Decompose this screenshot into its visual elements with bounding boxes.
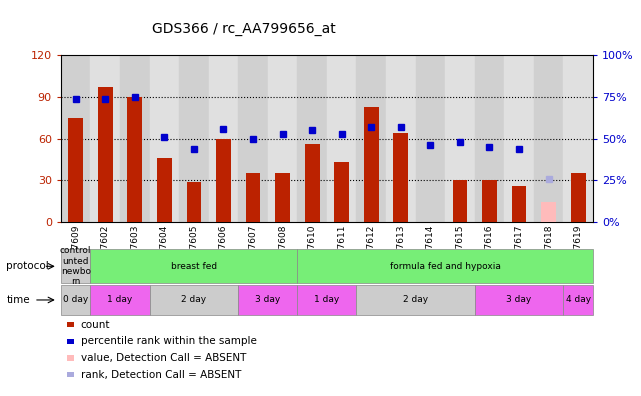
Bar (238, 285, 297, 315)
Bar (453, 180, 467, 222)
Bar (238, 55, 268, 222)
Bar (364, 107, 379, 222)
Bar (512, 186, 526, 222)
Text: formula fed and hypoxia: formula fed and hypoxia (390, 262, 501, 271)
Bar (415, 55, 445, 222)
Bar (570, 173, 585, 222)
Text: 1 day: 1 day (108, 295, 133, 305)
Bar (90, 285, 149, 315)
Bar (356, 285, 475, 315)
Text: value, Detection Call = ABSENT: value, Detection Call = ABSENT (81, 353, 246, 363)
Bar (394, 133, 408, 222)
Bar (61, 285, 90, 315)
Bar (149, 55, 179, 222)
Text: breast fed: breast fed (171, 262, 217, 271)
Bar (246, 173, 260, 222)
Text: 4 day: 4 day (565, 295, 591, 305)
Bar (563, 55, 593, 222)
Bar (475, 285, 563, 315)
Bar (216, 139, 231, 222)
Bar (475, 55, 504, 222)
Text: 0 day: 0 day (63, 295, 88, 305)
Bar (157, 158, 172, 222)
Text: 3 day: 3 day (506, 295, 531, 305)
Bar (128, 97, 142, 222)
Bar (541, 202, 556, 222)
Bar (187, 181, 201, 222)
Text: 2 day: 2 day (181, 295, 206, 305)
Bar (356, 55, 386, 222)
Bar (90, 249, 297, 283)
Bar (90, 55, 120, 222)
Bar (304, 144, 319, 222)
Text: 3 day: 3 day (255, 295, 280, 305)
Bar (149, 285, 238, 315)
Bar (209, 55, 238, 222)
Bar (69, 118, 83, 222)
Text: 2 day: 2 day (403, 295, 428, 305)
Bar (98, 87, 113, 222)
Bar (297, 285, 356, 315)
Bar (179, 55, 209, 222)
Text: time: time (6, 295, 30, 305)
Bar (120, 55, 149, 222)
Bar (61, 55, 90, 222)
Bar (335, 162, 349, 222)
Bar (563, 285, 593, 315)
Bar (297, 249, 593, 283)
Text: protocol: protocol (6, 261, 49, 271)
Bar (61, 249, 90, 283)
Text: rank, Detection Call = ABSENT: rank, Detection Call = ABSENT (81, 369, 241, 380)
Text: percentile rank within the sample: percentile rank within the sample (81, 336, 256, 346)
Text: 1 day: 1 day (314, 295, 340, 305)
Bar (386, 55, 415, 222)
Bar (504, 55, 534, 222)
Bar (268, 55, 297, 222)
Bar (327, 55, 356, 222)
Bar (445, 55, 475, 222)
Text: count: count (81, 320, 110, 330)
Bar (534, 55, 563, 222)
Text: control
unted
newbo
rn: control unted newbo rn (60, 246, 92, 286)
Bar (297, 55, 327, 222)
Bar (275, 173, 290, 222)
Text: GDS366 / rc_AA799656_at: GDS366 / rc_AA799656_at (152, 22, 335, 36)
Bar (482, 180, 497, 222)
